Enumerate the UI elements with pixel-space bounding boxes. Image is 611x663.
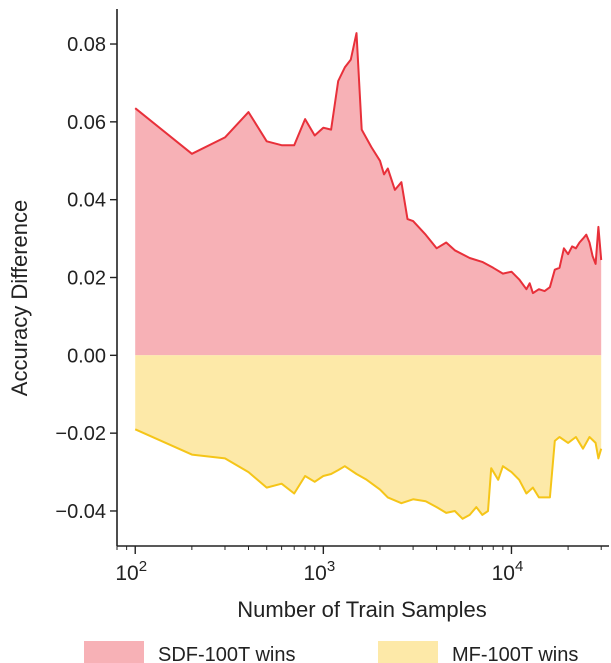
series-line-0 — [134, 32, 603, 295]
y-tick-label-1: 0.06 — [67, 112, 106, 134]
x-axis-label: Number of Train Samples — [237, 597, 486, 622]
y-axis-label: Accuracy Difference — [7, 200, 32, 396]
legend: SDF-100T wins MF-100T wins — [84, 641, 578, 663]
y-tick-label-2: 0.04 — [67, 190, 106, 212]
y-tick-label-4: 0.00 — [67, 345, 106, 367]
legend-label-mf: MF-100T wins — [452, 644, 578, 663]
series-line-1 — [134, 428, 603, 520]
y-tick-label-6: −0.04 — [55, 501, 106, 523]
x-tick-label-1: 103 — [303, 558, 335, 585]
y-tick-label-3: 0.02 — [67, 268, 106, 290]
x-tick-label-0: 102 — [115, 558, 147, 585]
legend-swatch-sdf — [84, 641, 144, 663]
series-area-0 — [135, 33, 602, 356]
series-area-1 — [135, 355, 602, 519]
legend-label-sdf: SDF-100T wins — [158, 644, 295, 663]
y-tick-label-5: −0.02 — [55, 423, 106, 445]
legend-swatch-mf — [378, 641, 438, 663]
y-tick-label-0: 0.08 — [67, 34, 106, 56]
x-tick-label-2: 104 — [492, 558, 524, 585]
